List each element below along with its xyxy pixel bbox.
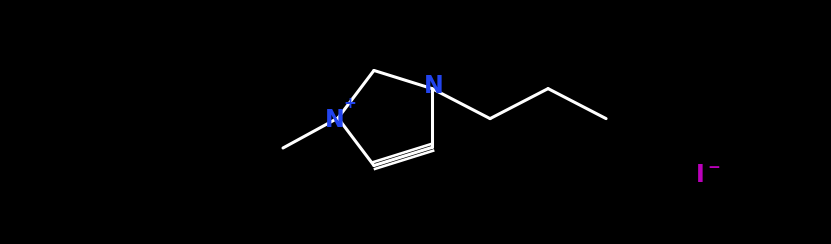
Text: I: I xyxy=(696,163,705,187)
Text: N: N xyxy=(325,108,345,132)
Text: −: − xyxy=(707,161,720,175)
Text: +: + xyxy=(343,96,356,112)
Text: N: N xyxy=(424,74,444,98)
